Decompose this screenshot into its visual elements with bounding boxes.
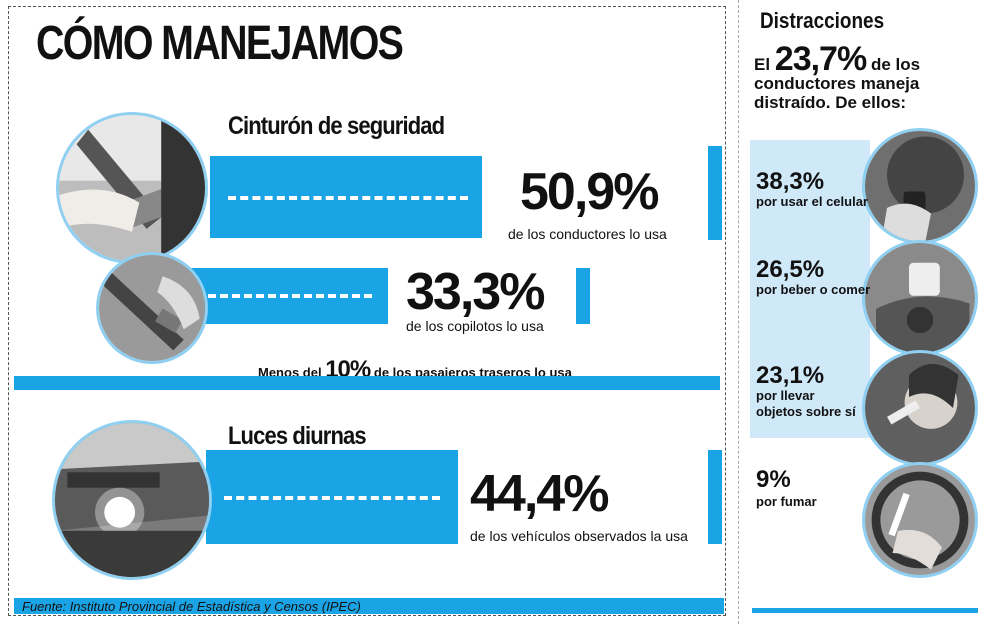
phone-photo-image xyxy=(865,131,975,241)
value-copilots: 33,3% xyxy=(406,263,545,321)
marker-lights xyxy=(708,450,722,544)
intro-suffix: de los conductores maneja distraído. De … xyxy=(754,55,921,112)
headlight-photo-image xyxy=(55,423,209,577)
distractions-bottom-line xyxy=(752,608,978,613)
label-lights: de los vehículos observados la usa xyxy=(470,528,688,544)
value-objects: 23,1% xyxy=(756,362,825,389)
source-text: Fuente: Instituto Provincial de Estadíst… xyxy=(22,599,361,614)
headlight-photo xyxy=(52,420,212,580)
value-smoking: 9% xyxy=(756,466,791,493)
value-lights: 44,4% xyxy=(470,465,609,523)
bar-rear-divider xyxy=(14,376,720,390)
distractions-total: 23,7% xyxy=(774,40,867,78)
makeup-photo xyxy=(862,350,978,466)
column-divider xyxy=(738,0,739,624)
main-panel xyxy=(8,6,726,616)
bar-lights-dash xyxy=(224,496,440,500)
distractions-panel xyxy=(750,140,870,438)
distractions-intro: El 23,7% de los conductores maneja distr… xyxy=(754,42,994,112)
page-title: CÓMO MANEJAMOS xyxy=(36,17,404,70)
phone-photo xyxy=(862,128,978,244)
marker-copilots xyxy=(576,268,590,324)
intro-prefix: El xyxy=(754,55,771,74)
label-phone: por usar el celular xyxy=(756,194,868,209)
value-drivers: 50,9% xyxy=(520,163,659,221)
marker-drivers xyxy=(708,146,722,240)
distractions-title: Distracciones xyxy=(760,8,885,33)
value-phone: 38,3% xyxy=(756,168,825,195)
smoking-photo xyxy=(862,462,978,578)
seatbelt-photo-1 xyxy=(56,112,208,264)
bar-drivers-dash xyxy=(228,196,468,200)
makeup-photo-image xyxy=(865,353,975,463)
source-bar: Fuente: Instituto Provincial de Estadíst… xyxy=(14,598,724,614)
section-title-seatbelt: Cinturón de seguridad xyxy=(228,112,445,140)
value-eating: 26,5% xyxy=(756,256,825,283)
bar-copilots-dash xyxy=(196,294,372,298)
label-smoking: por fumar xyxy=(756,494,817,509)
drinking-photo xyxy=(862,240,978,356)
seatbelt-photo-1-image xyxy=(59,115,205,261)
label-eating: por beber o comer xyxy=(756,282,871,297)
label-copilots: de los copilotos lo usa xyxy=(406,318,544,334)
label-drivers: de los conductores lo usa xyxy=(508,226,667,242)
section-title-lights: Luces diurnas xyxy=(228,422,367,450)
label-objects: por llevar objetos sobre sí xyxy=(756,388,856,419)
smoking-photo-image xyxy=(865,465,975,575)
drinking-photo-image xyxy=(865,243,975,353)
seatbelt-photo-2-image xyxy=(99,255,205,361)
seatbelt-photo-2 xyxy=(96,252,208,364)
